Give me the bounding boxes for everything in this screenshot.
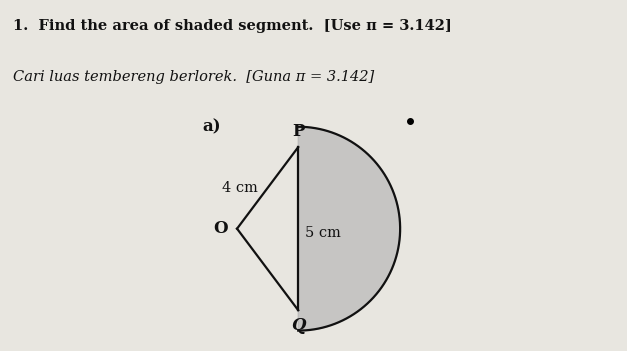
- Polygon shape: [298, 127, 400, 331]
- Text: Cari luas tembereng berlorek.  [Guna π = 3.142]: Cari luas tembereng berlorek. [Guna π = …: [13, 71, 374, 84]
- Text: P: P: [292, 123, 304, 140]
- Text: a): a): [203, 119, 221, 135]
- Text: O: O: [213, 220, 228, 237]
- Text: 5 cm: 5 cm: [305, 226, 341, 240]
- Text: Q: Q: [291, 317, 305, 335]
- Text: 1.  Find the area of shaded segment.  [Use π = 3.142]: 1. Find the area of shaded segment. [Use…: [13, 19, 451, 33]
- Text: 4 cm: 4 cm: [221, 181, 258, 195]
